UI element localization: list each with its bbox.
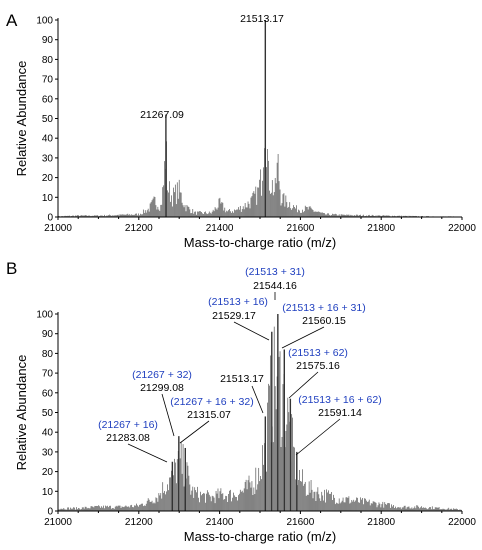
peak-label: 21267.09 bbox=[140, 109, 184, 121]
y-tick-label: 100 bbox=[36, 310, 53, 321]
y-tick-label: 90 bbox=[42, 329, 54, 340]
x-tick-label: 21000 bbox=[44, 223, 72, 234]
y-tick-label: 70 bbox=[42, 369, 54, 380]
peak-label: 21513.17 bbox=[220, 373, 264, 385]
x-tick-label: 21800 bbox=[367, 223, 395, 234]
y-tick-label: 40 bbox=[42, 428, 54, 439]
x-tick-label: 21000 bbox=[44, 517, 72, 528]
assignment-label: (21267 + 16) bbox=[98, 419, 158, 431]
x-tick-label: 22000 bbox=[448, 517, 476, 528]
x-tick-label: 21200 bbox=[125, 517, 153, 528]
y-tick-label: 60 bbox=[42, 388, 54, 399]
peak-label: 21560.15 bbox=[302, 315, 346, 327]
assignment-label: (21513 + 16 + 31) bbox=[282, 302, 365, 314]
y-tick-label: 50 bbox=[42, 114, 54, 125]
leader-line bbox=[127, 443, 168, 463]
y-axis-title: Relative Abundance bbox=[14, 355, 29, 471]
x-tick-label: 21400 bbox=[206, 517, 234, 528]
x-axis-title: Mass-to-charge ratio (m/z) bbox=[184, 529, 336, 544]
peak-label: 21575.16 bbox=[296, 360, 340, 372]
peak-label: 21591.14 bbox=[318, 407, 362, 419]
peak-label: 21529.17 bbox=[212, 310, 256, 322]
y-tick-label: 0 bbox=[47, 213, 53, 224]
y-tick-label: 10 bbox=[42, 193, 54, 204]
y-tick-label: 90 bbox=[42, 35, 54, 46]
y-axis-title: Relative Abundance bbox=[14, 61, 29, 177]
x-tick-label: 21200 bbox=[125, 223, 153, 234]
panel-letter: B bbox=[6, 259, 17, 278]
leader-line bbox=[233, 321, 270, 341]
assignment-label: (21513 + 62) bbox=[288, 347, 348, 359]
x-tick-label: 21400 bbox=[206, 223, 234, 234]
assignment-label: (21513 + 16) bbox=[208, 296, 268, 308]
y-tick-label: 40 bbox=[42, 134, 54, 145]
y-tick-label: 80 bbox=[42, 55, 54, 66]
x-tick-label: 21600 bbox=[286, 223, 314, 234]
x-tick-label: 22000 bbox=[448, 223, 476, 234]
assignment-label: (21513 + 16 + 62) bbox=[298, 394, 381, 406]
y-tick-label: 70 bbox=[42, 75, 54, 86]
x-tick-label: 21800 bbox=[367, 517, 395, 528]
peak-label: 21283.08 bbox=[106, 432, 150, 444]
y-tick-label: 20 bbox=[42, 173, 54, 184]
leader-line bbox=[288, 371, 319, 399]
panel-letter: A bbox=[6, 11, 18, 30]
x-tick-label: 21600 bbox=[286, 517, 314, 528]
y-tick-label: 30 bbox=[42, 153, 54, 164]
peak-label: 21544.16 bbox=[253, 280, 297, 292]
y-tick-label: 80 bbox=[42, 349, 54, 360]
y-tick-label: 30 bbox=[42, 447, 54, 458]
leader-line bbox=[161, 393, 175, 437]
peak-label: 21299.08 bbox=[140, 382, 184, 394]
y-tick-label: 60 bbox=[42, 94, 54, 105]
peak-label: 21315.07 bbox=[187, 409, 231, 421]
assignment-label: (21267 + 32) bbox=[132, 369, 192, 381]
y-tick-label: 20 bbox=[42, 467, 54, 478]
assignment-label: (21267 + 16 + 32) bbox=[170, 396, 253, 408]
leader-line bbox=[251, 385, 264, 414]
leader-line bbox=[179, 420, 210, 444]
spectrum-trace bbox=[58, 140, 462, 217]
peak-label: 21513.17 bbox=[240, 13, 284, 25]
leader-line bbox=[295, 418, 341, 456]
leader-line bbox=[281, 326, 325, 349]
y-tick-label: 50 bbox=[42, 408, 54, 419]
y-tick-label: 100 bbox=[36, 16, 53, 27]
y-tick-label: 0 bbox=[47, 507, 53, 518]
x-axis-title: Mass-to-charge ratio (m/z) bbox=[184, 235, 336, 250]
y-tick-label: 10 bbox=[42, 487, 54, 498]
assignment-label: (21513 + 31) bbox=[245, 266, 305, 278]
